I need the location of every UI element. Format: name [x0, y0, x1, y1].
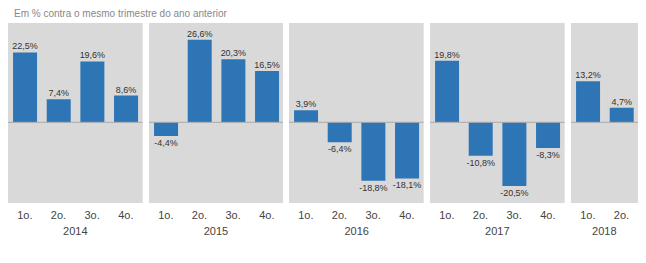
- html-text:2018: 2018: [592, 225, 617, 237]
- html-text:2016: 2016: [344, 225, 369, 237]
- svg-text:22,5%: 22,5%: [12, 41, 37, 51]
- svg-text:2o.: 2o.: [51, 209, 66, 221]
- html-text:2015: 2015: [203, 225, 229, 237]
- html-text:2014: 2014: [63, 225, 88, 237]
- svg-text:-4,4%: -4,4%: [154, 138, 177, 148]
- svg-text:7,4%: 7,4%: [48, 88, 68, 98]
- svg-text:-18,1%: -18,1%: [393, 180, 421, 190]
- svg-text:20,3%: 20,3%: [220, 48, 245, 58]
- svg-text:4o.: 4o.: [259, 209, 274, 221]
- svg-text:1o.: 1o.: [299, 209, 314, 221]
- svg-text:-10,8%: -10,8%: [466, 158, 494, 168]
- svg-text:3o.: 3o.: [225, 209, 240, 221]
- svg-text:8,6%: 8,6%: [116, 85, 136, 95]
- html-text:2017: 2017: [485, 225, 510, 237]
- svg-text:4o.: 4o.: [118, 209, 133, 221]
- svg-text:13,2%: 13,2%: [575, 70, 600, 80]
- svg-text:19,6%: 19,6%: [80, 50, 105, 60]
- svg-text:1o.: 1o.: [439, 209, 454, 221]
- svg-text:3o.: 3o.: [506, 209, 521, 221]
- svg-text:2o.: 2o.: [613, 209, 628, 221]
- svg-text:4o.: 4o.: [399, 209, 414, 221]
- svg-text:-6,4%: -6,4%: [328, 144, 351, 154]
- svg-text:2o.: 2o.: [192, 209, 207, 221]
- html-text:Em % contra o mesmo trimestre: Em % contra o mesmo trimestre do ano ant…: [14, 8, 227, 19]
- svg-text:-8,3%: -8,3%: [536, 150, 559, 160]
- svg-text:2o.: 2o.: [332, 209, 347, 221]
- svg-text:4o.: 4o.: [540, 209, 555, 221]
- svg-text:3,9%: 3,9%: [296, 99, 316, 109]
- svg-text:1o.: 1o.: [17, 209, 32, 221]
- svg-text:26,6%: 26,6%: [187, 29, 212, 39]
- svg-text:3o.: 3o.: [366, 209, 381, 221]
- svg-text:16,5%: 16,5%: [254, 60, 279, 70]
- svg-text:19,8%: 19,8%: [434, 50, 459, 60]
- svg-text:-20,5%: -20,5%: [500, 188, 528, 198]
- svg-text:4,7%: 4,7%: [611, 97, 631, 107]
- svg-text:3o.: 3o.: [85, 209, 100, 221]
- svg-text:2o.: 2o.: [473, 209, 488, 221]
- svg-text:1o.: 1o.: [580, 209, 595, 221]
- svg-text:1o.: 1o.: [158, 209, 173, 221]
- svg-text:-18,8%: -18,8%: [359, 183, 387, 193]
